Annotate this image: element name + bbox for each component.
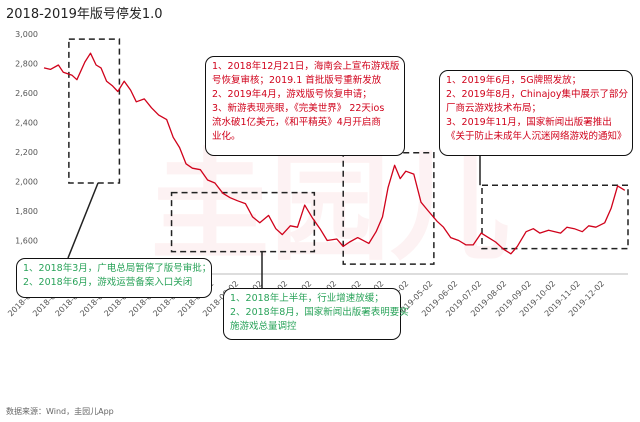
highlight-region: [481, 184, 629, 250]
y-tick-label: 3,000: [15, 30, 38, 39]
annotation-line: 号恢复审核；2019.1 首批版号重新发放: [212, 75, 382, 86]
y-tick-label: 2,200: [15, 148, 38, 157]
annotation-line: 1、2019年6月，5G牌照发放；: [446, 75, 582, 86]
annotation-box-2019-5g: 1、2019年6月，5G牌照发放； 2、2019年8月，Chinajoy集中展示…: [439, 70, 633, 156]
data-source-note: 数据来源：Wind，圭园儿App: [6, 407, 114, 416]
annotation-line: 流水破1亿美元，《和平精英》4月开启商: [212, 117, 381, 128]
watermark: 圭园儿: [150, 138, 510, 277]
y-tick-label: 2,000: [15, 178, 38, 187]
annotation-line: 业化。: [212, 131, 241, 142]
annotation-line: 《关于防止未成年人沉迷网络游戏的通知》: [446, 131, 627, 142]
callout-connector: [67, 182, 99, 259]
highlight-region: [68, 38, 121, 184]
annotation-line: 1、2018年12月21日，海南会上宣布游戏版: [212, 61, 400, 72]
annotation-line: 1、2018年上半年，行业增速放缓；: [230, 293, 384, 304]
annotation-line: 3、新游表现亮眼，《完美世界》 22天ios: [212, 103, 385, 114]
y-tick-label: 2,400: [15, 119, 38, 128]
y-tick-label: 1,800: [15, 207, 38, 216]
annotation-box-2019-recovery: 1、2018年12月21日，海南会上宣布游戏版 号恢复审核；2019.1 首批版…: [205, 56, 405, 156]
annotation-box-2018-control: 1、2018年上半年，行业增速放缓； 2、2018年8月，国家新闻出版署表明要实…: [223, 288, 409, 340]
y-tick-label: 2,600: [15, 89, 38, 98]
annotation-line: 2、2018年6月，游戏运营备案入口关闭: [23, 277, 193, 288]
annotation-line: 2、2018年8月，国家新闻出版署表明要实: [230, 307, 409, 318]
series-line: [43, 52, 626, 255]
annotation-line: 施游戏总量调控: [230, 321, 297, 332]
annotation-line: 1、2018年3月，广电总局暂停了版号审批；: [23, 263, 212, 274]
annotation-line: 2、2019年4月，游戏版号恢复申请；: [212, 89, 372, 100]
y-tick-label: 2,800: [15, 60, 38, 69]
highlight-region: [170, 191, 316, 253]
chart-title: 2018-2019年版号停发1.0: [6, 7, 163, 22]
annotation-line: 2、2019年8月，Chinajoy集中展示了部分: [446, 89, 628, 100]
y-tick-label: 1,600: [15, 237, 38, 246]
annotation-box-2018-freeze: 1、2018年3月，广电总局暂停了版号审批； 2、2018年6月，游戏运营备案入…: [16, 258, 212, 298]
annotation-line: 3、2019年11月，国家新闻出版署推出: [446, 117, 612, 128]
annotation-line: 厂商云游戏技术布局；: [446, 103, 542, 114]
